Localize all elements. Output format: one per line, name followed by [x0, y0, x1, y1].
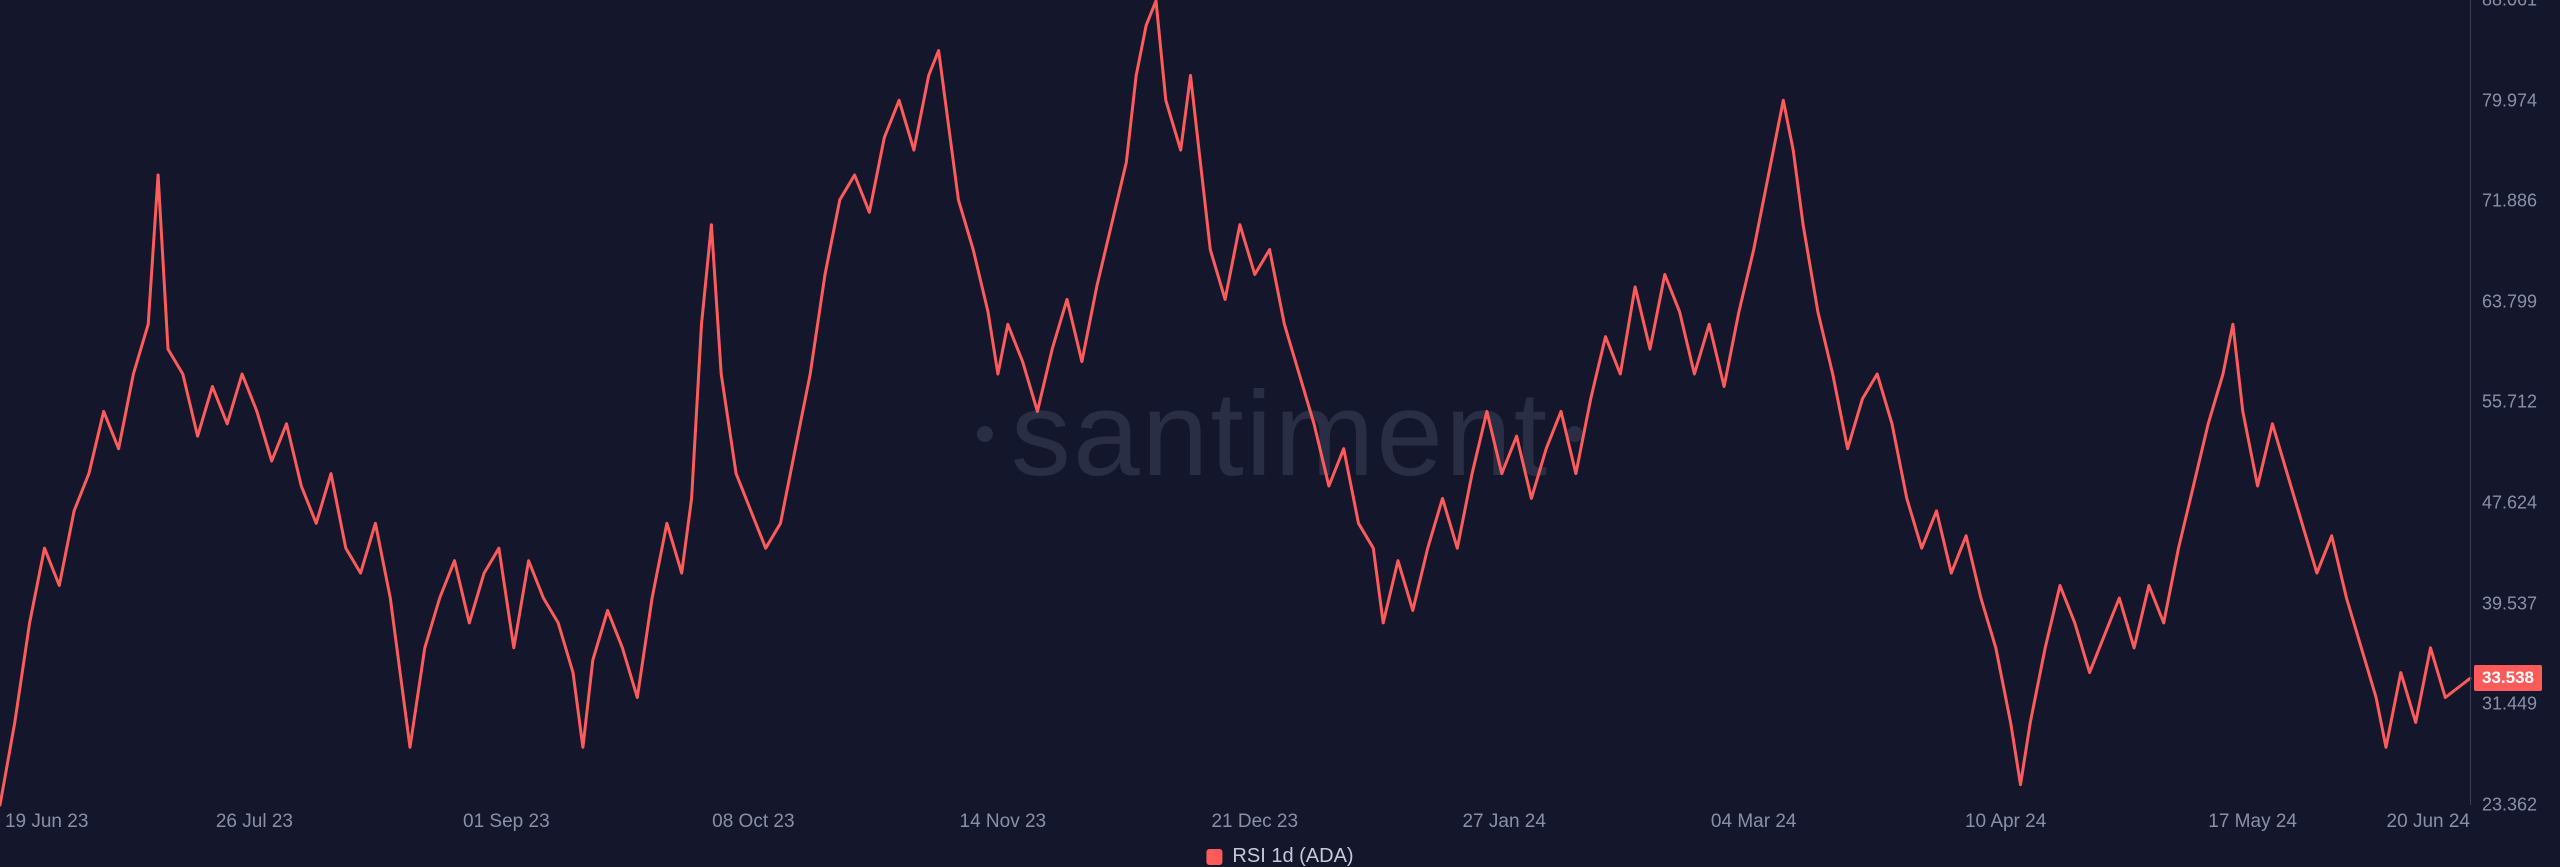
chart-line-svg	[0, 0, 2560, 867]
x-tick-label: 27 Jan 24	[1462, 811, 1545, 833]
x-tick-label: 14 Nov 23	[960, 811, 1047, 833]
x-tick-label: 17 May 24	[2208, 811, 2297, 833]
current-value-text: 33.538	[2482, 668, 2534, 687]
current-value-badge: 33.538	[2474, 665, 2542, 691]
x-tick-label: 19 Jun 23	[5, 811, 88, 833]
y-axis-line	[2470, 0, 2471, 805]
x-tick-label: 20 Jun 24	[2387, 811, 2470, 833]
series-line	[0, 1, 2470, 805]
y-tick-label: 88.061	[2474, 0, 2537, 11]
legend-label: RSI 1d (ADA)	[1232, 845, 1353, 867]
legend-swatch	[1206, 849, 1222, 865]
y-tick-label: 23.362	[2474, 795, 2537, 816]
y-tick-label: 55.712	[2474, 392, 2537, 413]
x-tick-label: 10 Apr 24	[1965, 811, 2046, 833]
x-tick-label: 21 Dec 23	[1211, 811, 1298, 833]
y-tick-label: 47.624	[2474, 493, 2537, 514]
x-tick-label: 08 Oct 23	[712, 811, 794, 833]
rsi-chart[interactable]: santiment 23.36231.44939.53747.62455.712…	[0, 0, 2560, 867]
legend[interactable]: RSI 1d (ADA)	[1206, 845, 1353, 867]
x-tick-label: 04 Mar 24	[1711, 811, 1797, 833]
y-tick-label: 79.974	[2474, 90, 2537, 111]
y-tick-label: 31.449	[2474, 694, 2537, 715]
x-tick-label: 26 Jul 23	[216, 811, 293, 833]
y-tick-label: 63.799	[2474, 291, 2537, 312]
y-tick-label: 39.537	[2474, 593, 2537, 614]
x-tick-label: 01 Sep 23	[463, 811, 550, 833]
y-tick-label: 71.886	[2474, 191, 2537, 212]
